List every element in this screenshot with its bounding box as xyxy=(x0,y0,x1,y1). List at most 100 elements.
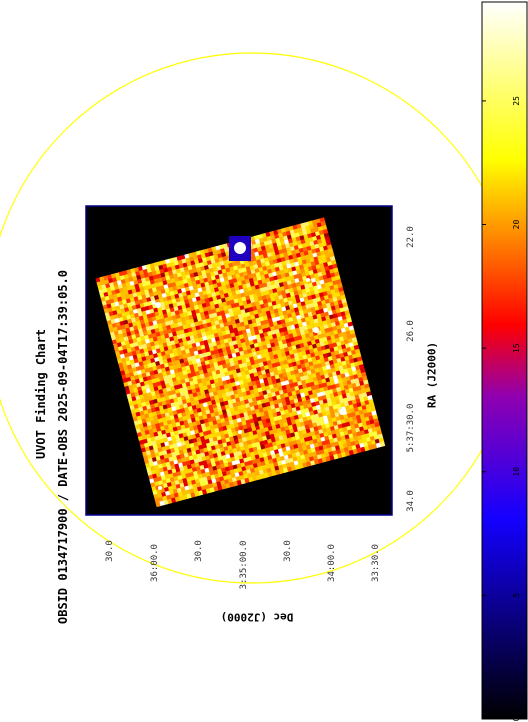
exposure-pixel xyxy=(201,410,208,417)
exposure-pixel xyxy=(341,439,348,445)
exposure-pixel xyxy=(191,326,198,332)
exposure-pixel xyxy=(310,397,316,404)
exposure-pixel xyxy=(282,310,288,316)
exposure-pixel xyxy=(163,267,169,274)
exposure-pixel xyxy=(344,417,350,424)
exposure-pixel xyxy=(290,386,297,393)
exposure-pixel xyxy=(160,272,167,279)
exposure-pixel xyxy=(317,425,323,431)
exposure-pixel xyxy=(313,409,319,416)
exposure-pixel xyxy=(238,317,245,324)
exposure-pixel xyxy=(168,427,175,434)
exposure-pixel xyxy=(330,272,336,279)
exposure-pixel xyxy=(251,426,257,432)
exposure-pixel xyxy=(259,303,266,310)
exposure-pixel xyxy=(288,349,295,356)
exposure-pixel xyxy=(244,386,251,393)
exposure-pixel xyxy=(227,477,234,484)
exposure-pixel xyxy=(305,287,311,294)
exposure-pixel xyxy=(334,333,340,340)
exposure-pixel xyxy=(163,313,169,319)
exposure-pixel xyxy=(242,333,249,339)
exposure-pixel xyxy=(262,390,268,396)
exposure-pixel xyxy=(262,298,269,305)
exposure-pixel xyxy=(193,396,200,402)
exposure-pixel xyxy=(342,302,349,308)
exposure-pixel xyxy=(254,267,261,274)
exposure-pixel xyxy=(199,435,206,442)
exposure-pixel xyxy=(365,387,371,393)
colorbar xyxy=(481,1,528,720)
exposure-pixel xyxy=(185,443,192,450)
exposure-pixel xyxy=(158,421,165,428)
exposure-pixel xyxy=(239,305,246,311)
exposure-pixel xyxy=(356,418,363,425)
exposure-pixel xyxy=(170,464,177,470)
exposure-pixel xyxy=(290,370,296,376)
exposure-pixel xyxy=(122,332,129,338)
exposure-pixel xyxy=(151,316,158,322)
exposure-pixel xyxy=(174,496,181,502)
exposure-pixel xyxy=(353,436,359,442)
exposure-pixel xyxy=(144,367,151,374)
exposure-pixel xyxy=(297,289,304,296)
exposure-pixel xyxy=(162,420,169,427)
dec-tick-label: 3:35:00.0 xyxy=(239,540,249,590)
exposure-pixel xyxy=(179,329,186,335)
exposure-pixel xyxy=(205,347,211,353)
exposure-pixel xyxy=(286,466,293,472)
exposure-pixel xyxy=(159,500,166,507)
exposure-pixel xyxy=(279,298,285,305)
exposure-pixel xyxy=(160,363,166,370)
exposure-pixel xyxy=(248,277,255,284)
exposure-pixel xyxy=(225,470,232,476)
exposure-pixel xyxy=(351,444,358,451)
exposure-pixel xyxy=(222,458,229,465)
exposure-pixel xyxy=(202,476,209,483)
exposure-pixel xyxy=(319,403,326,410)
exposure-pixel xyxy=(199,481,206,487)
exposure-pixel xyxy=(197,270,203,277)
exposure-pixel xyxy=(302,292,309,298)
exposure-pixel xyxy=(171,327,177,334)
exposure-pixel xyxy=(291,407,298,413)
exposure-pixel xyxy=(204,484,211,490)
exposure-pixel xyxy=(176,392,182,399)
exposure-pixel xyxy=(221,347,228,353)
exposure-pixel xyxy=(216,481,222,487)
exposure-pixel xyxy=(170,418,177,425)
exposure-pixel xyxy=(308,315,315,322)
exposure-pixel xyxy=(130,330,136,336)
exposure-pixel xyxy=(167,390,173,397)
exposure-pixel xyxy=(273,324,280,331)
exposure-pixel xyxy=(202,290,209,296)
exposure-pixel xyxy=(118,333,125,339)
exposure-pixel xyxy=(254,392,261,398)
exposure-pixel xyxy=(159,301,166,308)
exposure-pixel xyxy=(329,454,336,461)
exposure-pixel xyxy=(151,423,157,430)
exposure-pixel xyxy=(224,466,231,472)
exposure-pixel xyxy=(281,430,288,437)
exposure-pixel xyxy=(248,290,254,296)
exposure-pixel xyxy=(267,256,274,262)
exposure-pixel xyxy=(225,375,231,381)
exposure-pixel xyxy=(353,406,360,413)
exposure-pixel xyxy=(221,284,228,291)
exposure-pixel xyxy=(138,315,145,322)
exposure-pixel xyxy=(336,436,343,442)
exposure-pixel xyxy=(194,275,201,282)
exposure-pixel xyxy=(301,259,308,265)
exposure-pixel xyxy=(267,330,273,337)
exposure-pixel xyxy=(368,431,375,438)
exposure-pixel xyxy=(301,321,308,328)
exposure-pixel xyxy=(299,421,306,428)
exposure-pixel xyxy=(261,249,268,255)
exposure-pixel xyxy=(144,384,151,390)
exposure-pixel xyxy=(210,321,217,327)
exposure-pixel xyxy=(273,416,280,422)
exposure-pixel xyxy=(221,409,228,415)
exposure-pixel xyxy=(311,232,317,238)
exposure-pixel xyxy=(304,440,311,447)
exposure-pixel xyxy=(131,396,138,402)
